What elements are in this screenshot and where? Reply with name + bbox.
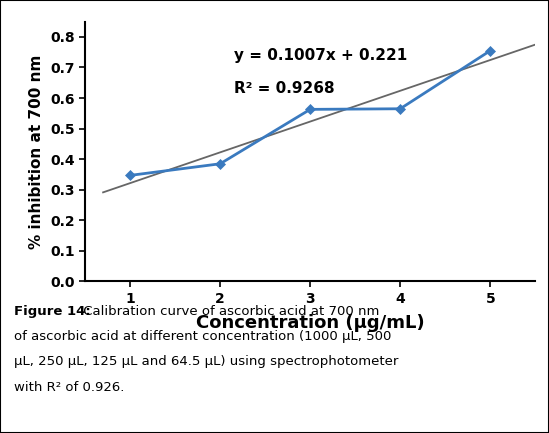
Y-axis label: % inhibition at 700 nm: % inhibition at 700 nm: [30, 55, 44, 249]
Text: R² = 0.9268: R² = 0.9268: [234, 81, 334, 97]
Text: Figure 14:: Figure 14:: [14, 305, 91, 318]
Text: μL, 250 μL, 125 μL and 64.5 μL) using spectrophotometer: μL, 250 μL, 125 μL and 64.5 μL) using sp…: [14, 355, 398, 368]
Text: of ascorbic acid at different concentration (1000 μL, 500: of ascorbic acid at different concentrat…: [14, 330, 391, 343]
X-axis label: Concentration (μg/mL): Concentration (μg/mL): [196, 314, 424, 332]
Text: y = 0.1007x + 0.221: y = 0.1007x + 0.221: [234, 48, 407, 63]
Text: with R² of 0.926.: with R² of 0.926.: [14, 381, 124, 394]
Text: Calibration curve of ascorbic acid at 700 nm: Calibration curve of ascorbic acid at 70…: [79, 305, 379, 318]
